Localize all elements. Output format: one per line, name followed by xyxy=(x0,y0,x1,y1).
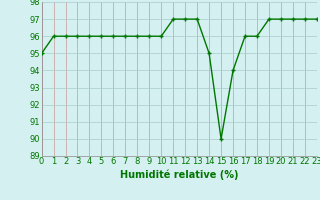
X-axis label: Humidité relative (%): Humidité relative (%) xyxy=(120,169,238,180)
